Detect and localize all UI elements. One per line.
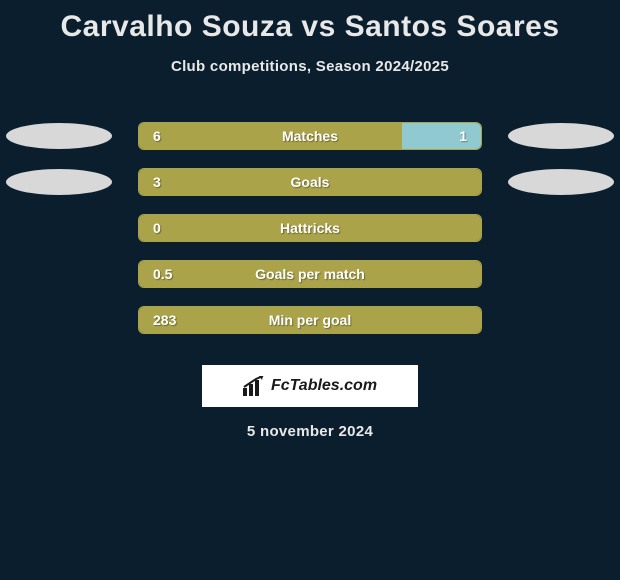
metric-label: Matches [282,128,338,144]
bar-segment-left [139,123,402,149]
comparison-row: 0 Hattricks [0,205,620,251]
left-value: 283 [153,312,176,328]
chart-icon [243,376,265,396]
metric-label: Goals per match [255,266,365,282]
comparison-row: 0.5 Goals per match [0,251,620,297]
stat-bar: 283 Min per goal [138,306,482,334]
footer-date: 5 november 2024 [0,423,620,440]
left-value: 0.5 [153,266,172,282]
right-value: 1 [459,128,467,144]
player-ellipse-left [6,169,112,195]
stat-bar: 0 Hattricks [138,214,482,242]
comparison-rows: 6 Matches 1 3 Goals 0 Hattricks 0.5 Goals per ma… [0,113,620,343]
metric-label: Goals [291,174,330,190]
stat-bar: 3 Goals [138,168,482,196]
comparison-row: 3 Goals [0,159,620,205]
player-ellipse-right [508,123,614,149]
left-value: 0 [153,220,161,236]
player-ellipse-right [508,169,614,195]
metric-label: Hattricks [280,220,340,236]
metric-label: Min per goal [269,312,351,328]
subtitle: Club competitions, Season 2024/2025 [0,58,620,75]
bar-segment-right [402,123,481,149]
player-ellipse-left [6,123,112,149]
left-value: 3 [153,174,161,190]
stat-bar: 0.5 Goals per match [138,260,482,288]
page-title: Carvalho Souza vs Santos Soares [0,0,620,44]
stat-bar: 6 Matches 1 [138,122,482,150]
brand-text: FcTables.com [271,377,377,395]
comparison-row: 283 Min per goal [0,297,620,343]
comparison-row: 6 Matches 1 [0,113,620,159]
brand-box[interactable]: FcTables.com [202,365,418,407]
left-value: 6 [153,128,161,144]
